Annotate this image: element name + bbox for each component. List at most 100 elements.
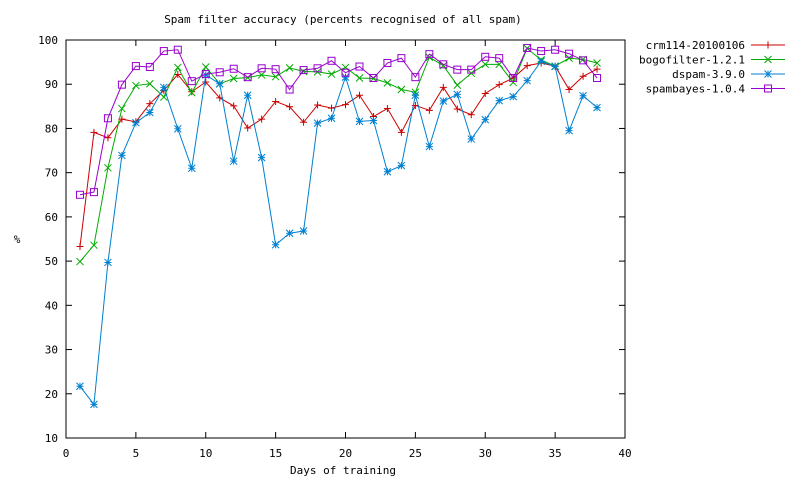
data-point <box>764 55 772 64</box>
legend-entry: dspam-3.9.0 <box>672 68 785 81</box>
data-point <box>342 101 349 109</box>
data-point <box>509 74 518 83</box>
legend-entry: crm114-20100106 <box>646 39 785 52</box>
data-point <box>481 52 490 61</box>
data-point <box>327 56 336 65</box>
x-tick-label: 30 <box>479 447 492 460</box>
x-tick-label: 35 <box>549 447 562 460</box>
data-point <box>579 56 588 65</box>
data-point <box>229 64 238 73</box>
data-point <box>355 91 363 99</box>
data-point <box>764 41 772 49</box>
data-point <box>131 62 140 71</box>
data-point <box>201 71 210 79</box>
data-point <box>299 227 308 235</box>
legend-label: dspam-3.9.0 <box>672 68 745 81</box>
data-point <box>341 63 350 72</box>
data-point <box>383 58 392 67</box>
plot-border <box>65 39 626 439</box>
data-point <box>327 70 336 78</box>
data-point <box>467 135 476 143</box>
series-line <box>79 60 598 406</box>
data-point <box>481 115 490 124</box>
data-point <box>76 257 84 266</box>
data-point <box>495 96 504 105</box>
y-tick-label: 60 <box>45 211 58 224</box>
legend-label: crm114-20100106 <box>646 39 745 52</box>
data-point <box>495 81 503 89</box>
data-point <box>118 104 126 113</box>
y-tick-label: 40 <box>45 299 58 312</box>
data-point <box>551 62 559 71</box>
data-point <box>300 118 308 126</box>
data-point <box>271 240 280 249</box>
data-point <box>411 73 420 82</box>
series-line <box>79 47 598 196</box>
data-point <box>201 63 210 71</box>
data-point <box>313 64 322 73</box>
data-point <box>764 84 772 93</box>
data-point <box>104 134 112 142</box>
data-point <box>397 54 406 63</box>
data-point <box>187 88 196 97</box>
data-point <box>230 102 238 110</box>
data-point <box>467 111 475 119</box>
data-point <box>104 258 112 267</box>
data-point <box>314 101 322 109</box>
data-point <box>453 65 462 74</box>
data-point <box>243 91 252 100</box>
data-point <box>537 57 546 66</box>
data-point <box>118 151 126 160</box>
data-point <box>75 190 84 199</box>
data-point <box>453 81 462 89</box>
data-point <box>257 64 266 73</box>
data-point <box>453 90 462 99</box>
data-point <box>355 117 364 126</box>
data-point <box>202 78 210 86</box>
chart-title: Spam filter accuracy (percents recognise… <box>164 13 522 26</box>
data-point <box>593 103 601 112</box>
data-point <box>132 118 140 127</box>
data-point <box>257 153 266 162</box>
data-point <box>145 62 154 71</box>
legend-entry: bogofilter-1.2.1 <box>639 54 785 67</box>
data-point <box>244 124 252 132</box>
data-point <box>258 115 266 123</box>
data-point <box>397 85 406 94</box>
data-point <box>355 62 364 71</box>
data-point <box>425 50 434 59</box>
data-point <box>132 81 140 90</box>
data-point <box>397 128 405 136</box>
series-spambayes-1.0.4 <box>75 43 602 199</box>
data-point <box>90 400 98 409</box>
x-tick-label: 25 <box>409 447 422 460</box>
data-point <box>187 77 196 86</box>
x-tick-label: 0 <box>63 447 70 460</box>
data-point <box>565 126 573 135</box>
data-point <box>313 119 322 127</box>
data-point <box>509 78 518 87</box>
data-point <box>272 97 280 105</box>
data-point <box>481 90 489 98</box>
data-point <box>495 54 504 63</box>
series-lines <box>75 43 602 409</box>
data-point <box>523 76 532 85</box>
series-bogofilter-1.2.1 <box>76 44 601 266</box>
data-point <box>145 79 154 88</box>
y-tick-label: 70 <box>45 167 58 180</box>
x-tick-label: 15 <box>269 447 282 460</box>
data-point <box>159 83 168 92</box>
data-point <box>369 116 378 125</box>
data-point <box>467 65 476 74</box>
data-point <box>579 91 587 100</box>
data-point <box>103 114 112 123</box>
series-dspam-3.9.0 <box>76 57 601 409</box>
series-line <box>79 47 598 262</box>
data-point <box>76 243 84 251</box>
x-tick-label: 10 <box>199 447 212 460</box>
data-point <box>509 92 518 101</box>
data-point <box>286 103 294 111</box>
data-point <box>355 74 364 82</box>
data-point <box>187 164 196 173</box>
